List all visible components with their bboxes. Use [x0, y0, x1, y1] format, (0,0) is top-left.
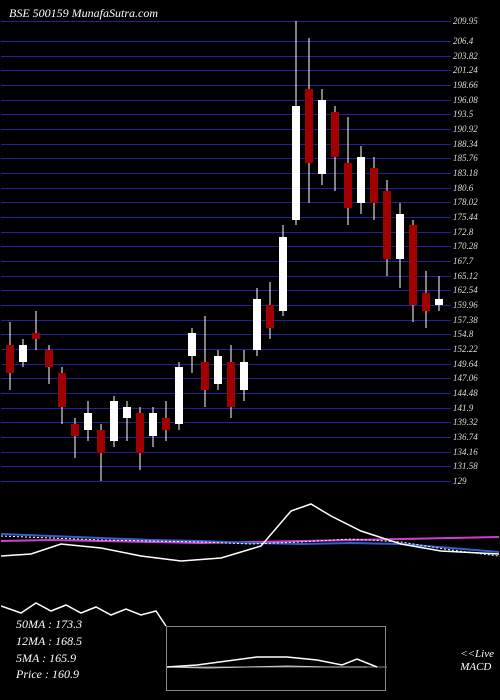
candle[interactable]: [214, 350, 222, 390]
macd-inset-svg: [167, 627, 387, 692]
candle[interactable]: [318, 89, 326, 186]
price-level-label: 159.96: [453, 300, 478, 310]
candle[interactable]: [409, 220, 417, 322]
chart-header: BSE 500159 MunafaSutra.com: [9, 6, 158, 21]
price-level-label: 165.12: [453, 271, 478, 281]
candle[interactable]: [266, 282, 274, 339]
price-stat: Price : 160.9: [16, 666, 82, 683]
price-level-label: 144.48: [453, 388, 478, 398]
candlestick-chart[interactable]: [1, 1, 451, 491]
candle[interactable]: [201, 316, 209, 407]
candle[interactable]: [162, 401, 170, 441]
candle[interactable]: [97, 424, 105, 481]
stats-block: 50MA : 173.3 12MA : 168.5 5MA : 165.9 Pr…: [16, 616, 82, 683]
candle[interactable]: [357, 146, 365, 214]
candle[interactable]: [188, 328, 196, 373]
candle[interactable]: [71, 418, 79, 458]
candle[interactable]: [305, 38, 313, 203]
candle[interactable]: [32, 311, 40, 351]
macd-inset: [166, 626, 386, 691]
candle[interactable]: [136, 407, 144, 470]
price-level-label: 183.18: [453, 168, 478, 178]
candle[interactable]: [422, 271, 430, 328]
price-level-label: 180.6: [453, 183, 473, 193]
candle[interactable]: [396, 203, 404, 288]
price-level-label: 129: [453, 476, 467, 486]
price-level-label: 206.4: [453, 36, 473, 46]
source-label: MunafaSutra.com: [72, 6, 158, 20]
price-level-label: 170.28: [453, 241, 478, 251]
candle[interactable]: [45, 345, 53, 385]
price-level-label: 201.24: [453, 65, 478, 75]
price-level-label: 149.64: [453, 359, 478, 369]
price-level-label: 203.82: [453, 51, 478, 61]
price-level-label: 162.54: [453, 285, 478, 295]
ma5-stat: 5MA : 165.9: [16, 650, 82, 667]
candle[interactable]: [253, 288, 261, 356]
candle[interactable]: [383, 180, 391, 277]
candle[interactable]: [123, 401, 131, 441]
candle[interactable]: [84, 401, 92, 441]
price-level-label: 190.92: [453, 124, 478, 134]
price-level-label: 167.7: [453, 256, 473, 266]
candle[interactable]: [370, 157, 378, 220]
candle[interactable]: [292, 21, 300, 226]
price-level-label: 172.8: [453, 227, 473, 237]
price-level-label: 188.34: [453, 139, 478, 149]
candle[interactable]: [227, 345, 235, 419]
price-level-label: 175.44: [453, 212, 478, 222]
ticker-label: BSE 500159: [9, 6, 69, 20]
candle[interactable]: [240, 350, 248, 401]
macd-panel[interactable]: 50MA : 173.3 12MA : 168.5 5MA : 165.9 Pr…: [1, 591, 499, 699]
candle[interactable]: [279, 225, 287, 316]
candle[interactable]: [344, 117, 352, 225]
price-level-label: 134.16: [453, 447, 478, 457]
price-level-label: 185.76: [453, 153, 478, 163]
price-level-label: 157.38: [453, 315, 478, 325]
candle[interactable]: [6, 322, 14, 390]
price-level-label: 136.74: [453, 432, 478, 442]
candle[interactable]: [175, 362, 183, 430]
candle[interactable]: [110, 396, 118, 447]
price-level-label: 209.95: [453, 16, 478, 26]
chart-container: BSE 500159 MunafaSutra.com 50MA : 173.3 …: [0, 0, 500, 700]
price-level-label: 147.06: [453, 373, 478, 383]
candle[interactable]: [435, 276, 443, 310]
ma12-stat: 12MA : 168.5: [16, 633, 82, 650]
price-level-label: 178.02: [453, 197, 478, 207]
candle[interactable]: [19, 339, 27, 367]
candle[interactable]: [149, 407, 157, 447]
price-level-label: 141.9: [453, 403, 473, 413]
price-level-label: 152.22: [453, 344, 478, 354]
indicator-panel[interactable]: [1, 496, 499, 586]
candle[interactable]: [331, 106, 339, 191]
candle[interactable]: [58, 367, 66, 424]
price-level-label: 154.8: [453, 329, 473, 339]
price-level-label: 131.58: [453, 461, 478, 471]
live-macd-label: <<Live MACD: [460, 648, 494, 674]
ma50-stat: 50MA : 173.3: [16, 616, 82, 633]
price-level-label: 198.66: [453, 80, 478, 90]
price-level-label: 139.32: [453, 417, 478, 427]
price-level-label: 196.08: [453, 95, 478, 105]
price-level-label: 193.5: [453, 109, 473, 119]
indicator-svg: [1, 496, 499, 586]
